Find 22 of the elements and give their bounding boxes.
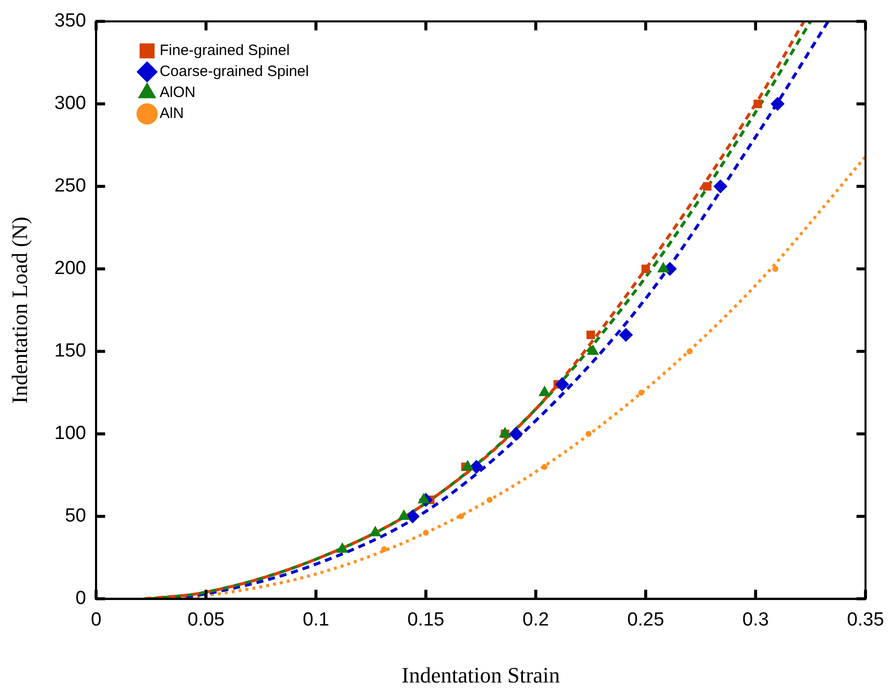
y-tick-label: 0 <box>76 588 86 610</box>
x-tick-label: 0.35 <box>847 609 884 630</box>
y-tick-label: 100 <box>54 423 86 444</box>
x-tick-label: 0.1 <box>302 609 330 630</box>
x-tick-label: 0.3 <box>742 609 769 630</box>
x-tick-label: 0.05 <box>188 609 225 630</box>
x-axis-title: Indentation Strain <box>402 662 560 688</box>
y-tick-label: 300 <box>54 93 86 114</box>
y-tick-label: 150 <box>54 340 86 362</box>
y-tick-label: 200 <box>54 258 86 280</box>
x-tick-label: 0.25 <box>627 609 664 630</box>
legend-label: Coarse-grained Spinel <box>160 63 309 80</box>
y-axis-title: Indentation Load (N) <box>6 216 32 404</box>
legend-label: AlON <box>160 84 196 102</box>
x-tick-label: 0.2 <box>522 609 549 630</box>
x-tick-label: 0.15 <box>407 609 444 630</box>
legend-label: AlN <box>160 105 184 122</box>
y-tick-label: 50 <box>64 506 86 527</box>
y-tick-label: 250 <box>54 176 86 197</box>
y-tick-label: 350 <box>54 10 86 32</box>
x-tick-label: 0 <box>90 609 102 630</box>
legend-label: Fine-grained Spinel <box>160 42 290 60</box>
